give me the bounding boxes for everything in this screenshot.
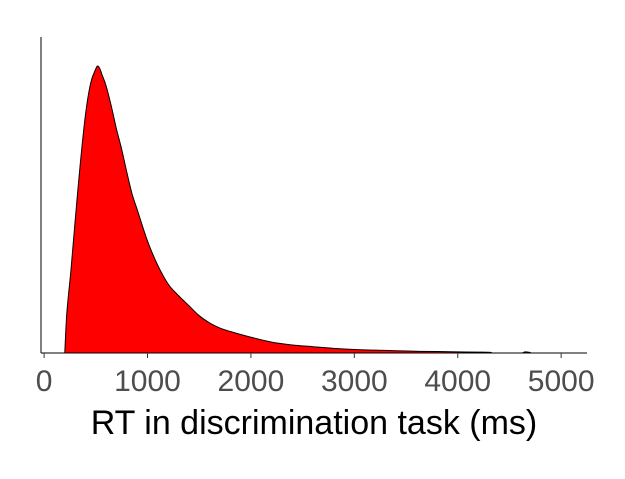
x-axis-title: RT in discrimination task (ms) xyxy=(91,404,538,442)
x-tick-label: 5000 xyxy=(528,365,595,398)
x-tick-label: 0 xyxy=(36,365,53,398)
x-tick-label: 2000 xyxy=(218,365,285,398)
x-tick-label: 3000 xyxy=(321,365,388,398)
x-ticks: 0 1000 2000 3000 4000 5000 xyxy=(36,353,595,398)
density-area xyxy=(64,65,562,354)
x-tick-label: 4000 xyxy=(424,365,491,398)
x-tick-label: 1000 xyxy=(114,365,181,398)
